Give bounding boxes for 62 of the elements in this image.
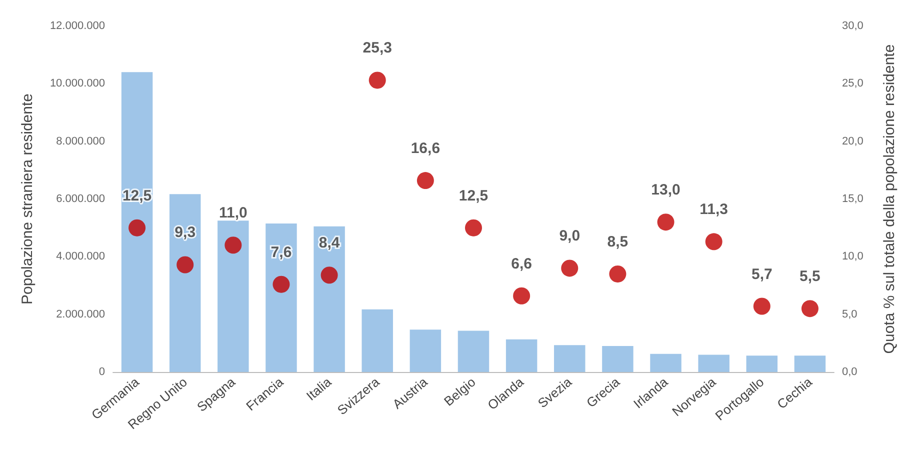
bar [314,226,345,372]
data-label: 16,6 [410,140,440,158]
y2-tick-label: 10,0 [842,250,864,263]
y2-tick-label: 30,0 [842,20,864,32]
y2-tick-label: 0,0 [842,366,858,378]
y-tick-label: 10.000.000 [50,78,105,90]
data-label: 9,0 [559,228,580,245]
y-tick-label: 6.000.000 [56,193,105,205]
y2-axis-title: Quota % sul totale della popolazione residente [881,44,898,354]
bar [266,224,297,372]
bar [554,345,586,372]
point [224,236,242,254]
bar [458,330,490,372]
data-label: 11,0 [218,204,248,222]
y-tick-label: 0 [98,366,105,378]
bar [121,72,153,372]
point [609,265,626,282]
y-tick-label: 4.000.000 [56,250,105,263]
data-label: 5,5 [800,268,820,286]
data-label: 5,7 [751,266,772,283]
point [128,219,146,236]
point [561,260,578,277]
data-label: 8,5 [607,233,628,250]
bar [698,354,730,372]
y-tick-label: 8.000.000 [56,135,105,148]
point [176,256,194,274]
data-label: 11,3 [700,201,728,218]
point [513,287,530,304]
bar [746,356,778,372]
bar [169,194,201,372]
y-tick-label: 12.000.000 [50,20,105,32]
y2-tick-label: 20,0 [842,135,864,148]
y-tick-label: 2.000.000 [56,308,105,320]
y2-tick-label: 5,0 [842,308,858,320]
y-axis-title: Popolazione straniera residente [19,94,36,304]
data-label: 13,0 [651,182,680,199]
point [368,72,386,89]
point [465,219,482,236]
point [753,298,770,315]
y2-tick-label: 15,0 [842,193,864,205]
bar [362,309,393,372]
bar [794,356,826,372]
bar [506,339,538,372]
data-label: 12,5 [458,187,488,204]
point [705,233,722,250]
y2-tick-label: 25,0 [842,78,864,90]
data-label: 6,6 [511,255,532,272]
data-label: 12,5 [122,187,152,204]
point [272,276,290,293]
point [320,266,338,284]
bar [650,354,682,372]
bar [218,220,249,372]
data-label: 9,3 [174,224,196,242]
x-tick-label: Italia [303,374,335,404]
bar [602,346,634,372]
point [416,172,434,190]
data-label: 7,6 [270,244,292,261]
data-label: 25,3 [362,40,392,57]
bar [410,330,442,372]
point [801,300,818,318]
point [657,214,674,231]
data-label: 8,4 [318,234,340,252]
